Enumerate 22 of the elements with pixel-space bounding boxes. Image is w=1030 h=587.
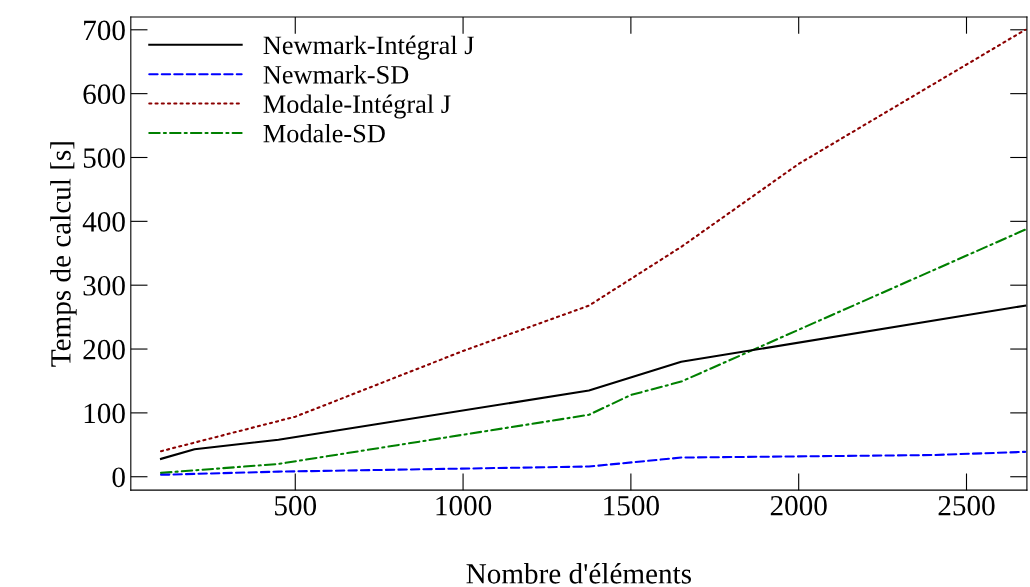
y-tick-label: 0 <box>112 467 125 488</box>
y-tick-label: 200 <box>83 339 125 360</box>
y-tick-label: 100 <box>84 403 125 424</box>
y-axis-title: Temps de calcul [s] <box>50 142 77 367</box>
x-tick-label: 1000 <box>436 495 492 516</box>
x-tick-label: 500 <box>275 495 317 516</box>
y-tick-label: 700 <box>84 20 125 41</box>
y-tick-label: 600 <box>83 84 125 105</box>
y-tick-label: 500 <box>83 148 125 168</box>
y-tick-label: 400 <box>82 212 125 232</box>
x-tick-label: 1500 <box>604 495 659 516</box>
line-series <box>159 28 1027 453</box>
legend-label: Newmark-SD <box>263 65 409 84</box>
x-tick-label: 2500 <box>938 495 995 516</box>
y-tick-label: 300 <box>83 275 125 296</box>
line-series <box>159 450 1027 476</box>
legend-label: Modale-SD <box>263 123 385 143</box>
x-tick-label: 2000 <box>770 495 827 516</box>
legend-label: Modale-Intégral J <box>263 94 451 119</box>
line-series <box>159 228 1027 474</box>
x-axis-title: Nombre d'éléments <box>466 563 691 584</box>
legend-label: Newmark-Intégral J <box>263 35 474 60</box>
